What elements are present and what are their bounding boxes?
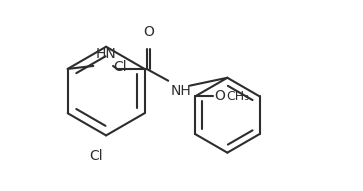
Text: NH: NH xyxy=(170,84,191,98)
Text: O: O xyxy=(143,25,154,39)
Text: CH₃: CH₃ xyxy=(227,90,250,103)
Text: HN: HN xyxy=(95,47,116,61)
Text: Cl: Cl xyxy=(89,149,103,163)
Text: Cl: Cl xyxy=(113,60,127,74)
Text: O: O xyxy=(215,90,225,104)
